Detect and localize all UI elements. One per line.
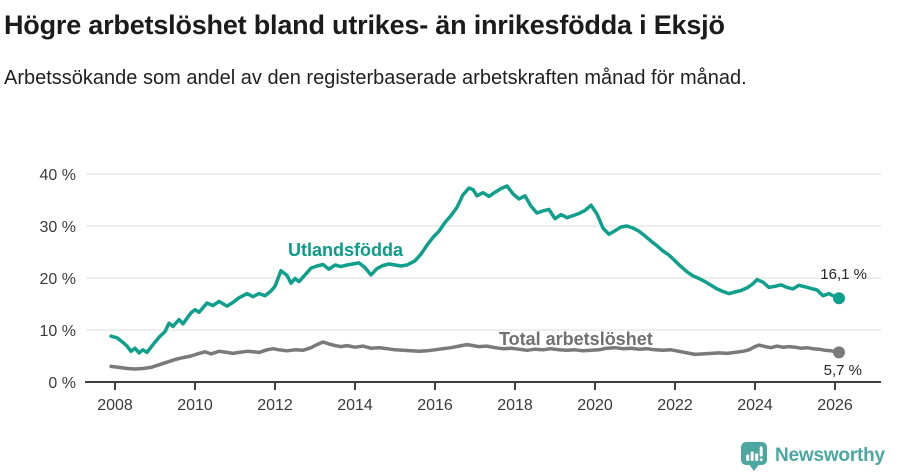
newsworthy-wordmark: Newsworthy <box>775 445 885 466</box>
x-tick-label: 2026 <box>817 397 853 414</box>
x-tick-label: 2024 <box>737 397 773 414</box>
bar-chart-exclamation-glyph <box>746 446 763 462</box>
utlandsfodda-series-label: Utlandsfödda <box>288 240 403 260</box>
x-tick-label: 2010 <box>177 397 213 414</box>
utlandsfodda-end-dot <box>833 292 845 305</box>
y-tick-label: 0 % <box>48 375 76 392</box>
utlandsfodda-line <box>109 184 841 355</box>
chart-subtitle: Arbetssökande som andel av den registerb… <box>4 67 747 89</box>
y-tick-label: 40 % <box>40 167 76 184</box>
newsworthy-logo-icon <box>741 442 767 471</box>
x-tick-label: 2014 <box>337 397 373 414</box>
total-arbetsloshet-end-value: 5,7 % <box>823 362 862 379</box>
newsworthy-logo-link[interactable]: Newsworthy <box>740 441 885 471</box>
total-arbetsloshet-end-dot <box>833 346 845 359</box>
speech-bubble-shape <box>741 442 767 471</box>
x-tick-label: 2018 <box>497 397 533 414</box>
total-arbetsloshet-line <box>109 340 841 371</box>
utlandsfodda-end-value: 16,1 % <box>820 266 867 283</box>
page-title: Högre arbetslöshet bland utrikes- än inr… <box>4 10 725 40</box>
y-tick-label: 10 % <box>40 323 76 340</box>
x-tick-label: 2020 <box>577 397 613 414</box>
y-tick-label: 30 % <box>40 219 76 236</box>
x-tick-label: 2012 <box>257 397 293 414</box>
x-tick-label: 2022 <box>657 397 693 414</box>
x-tick-label: 2016 <box>417 397 453 414</box>
total-arbetsloshet-series-label: Total arbetslöshet <box>499 329 653 349</box>
y-tick-label: 20 % <box>40 271 76 288</box>
x-tick-label: 2008 <box>97 397 133 414</box>
